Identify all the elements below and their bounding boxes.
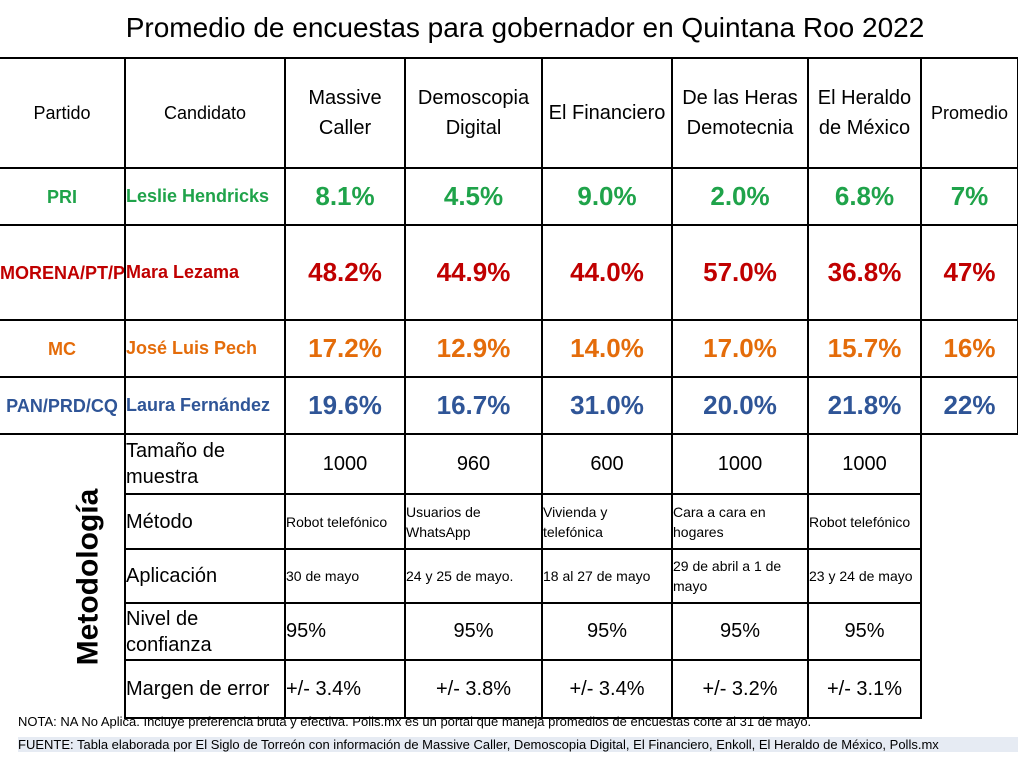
methodology-row-label: Nivel de confianza <box>124 602 286 661</box>
party-cell: PRI <box>0 167 126 226</box>
header-cell: De las Heras Demotecnia <box>671 57 809 169</box>
methodology-value: Robot telefónico <box>284 493 406 550</box>
methodology-row: Metodología Tamaño de muestra 1000 960 600 10… <box>0 433 1018 718</box>
poll-value: 14.0% <box>541 319 673 378</box>
methodology-value: 1000 <box>284 433 406 495</box>
poll-value: 6.8% <box>807 167 922 226</box>
candidate-cell: Laura Fernández <box>124 376 286 435</box>
poll-value: 31.0% <box>541 376 673 435</box>
poll-value: 21.8% <box>807 376 922 435</box>
methodology-value: 960 <box>404 433 543 495</box>
methodology-value: Robot telefónico <box>807 493 922 550</box>
header-cell: Candidato <box>124 57 286 169</box>
methodology-value: 29 de abril a 1 de mayo <box>671 548 809 604</box>
methodology-label-cell: Metodología <box>0 433 126 718</box>
methodology-row: Nivel de confianza 95% 95% 95% 95% 95% <box>0 602 1018 661</box>
poll-value: 2.0% <box>671 167 809 226</box>
methodology-row-label: Tamaño de muestra <box>124 433 286 495</box>
methodology-value: +/- 3.4% <box>541 659 673 719</box>
methodology-value: 18 al 27 de mayo <box>541 548 673 604</box>
methodology-value: Cara a cara en hogares <box>671 493 809 550</box>
poll-value: 57.0% <box>671 224 809 321</box>
methodology-value: 95% <box>541 602 673 661</box>
party-cell: MC <box>0 319 126 378</box>
methodology-value: 95% <box>807 602 922 661</box>
header-cell: Massive Caller <box>284 57 406 169</box>
poll-value: 15.7% <box>807 319 922 378</box>
methodology-value: Vivienda y telefónica <box>541 493 673 550</box>
methodology-value: 95% <box>404 602 543 661</box>
methodology-label: Metodología <box>71 488 105 665</box>
methodology-value: 1000 <box>671 433 809 495</box>
methodology-value: Usuarios de WhatsApp <box>404 493 543 550</box>
header-cell: Promedio <box>920 57 1018 169</box>
party-cell: PAN/PRD/CQ <box>0 376 126 435</box>
methodology-row: Margen de error +/- 3.4% +/- 3.8% +/- 3.4% +… <box>0 659 1018 719</box>
methodology-value: 24 y 25 de mayo. <box>404 548 543 604</box>
candidate-row: MC José Luis Pech 17.2% 12.9% 14.0% 17.0% 15.7… <box>0 319 1018 378</box>
average-value: 7% <box>920 167 1018 226</box>
average-value: 16% <box>920 319 1018 378</box>
candidate-row: MORENA/PT/PVEMMara Lezama48.2%44.9%44.0%… <box>0 224 1018 321</box>
source-text: FUENTE: Tabla elaborada por El Siglo de … <box>18 737 1018 752</box>
methodology-row-label: Método <box>124 493 286 550</box>
poll-value: 19.6% <box>284 376 406 435</box>
note-text: NOTA: NA No Aplica. Incluye preferencia … <box>18 714 812 729</box>
poll-value: 20.0% <box>671 376 809 435</box>
poll-value: 44.0% <box>541 224 673 321</box>
poll-value: 9.0% <box>541 167 673 226</box>
poll-value: 36.8% <box>807 224 922 321</box>
party-cell: MORENA/PT/PVEM <box>0 224 126 321</box>
candidate-row: PAN/PRD/CQ Laura Fernández 19.6% 16.7% 31.0%… <box>0 376 1018 435</box>
methodology-row-label: Margen de error <box>124 659 286 719</box>
empty-cell <box>920 433 1018 718</box>
average-value: 47% <box>920 224 1018 321</box>
candidate-cell: Leslie Hendricks <box>124 167 286 226</box>
candidate-cell: José Luis Pech <box>124 319 286 378</box>
methodology-value: +/- 3.2% <box>671 659 809 719</box>
methodology-row: Método Robot telefónico Usuarios de WhatsA… <box>0 493 1018 550</box>
poll-value: 44.9% <box>404 224 543 321</box>
page-title: Promedio de encuestas para gobernador en… <box>125 12 925 43</box>
header-cell: Partido <box>0 57 126 169</box>
methodology-value: +/- 3.4% <box>284 659 406 719</box>
methodology-value: 600 <box>541 433 673 495</box>
methodology-value: 30 de mayo <box>284 548 406 604</box>
polls-table: Partido Candidato Massive Caller Demosco… <box>0 57 1018 719</box>
poll-value: 17.2% <box>284 319 406 378</box>
header-row: Partido Candidato Massive Caller Demosco… <box>0 57 1018 169</box>
poll-value: 16.7% <box>404 376 543 435</box>
methodology-row: Aplicación 30 de mayo 24 y 25 de mayo. 18 a… <box>0 548 1018 604</box>
methodology-row-label: Aplicación <box>124 548 286 604</box>
methodology-value: 1000 <box>807 433 922 495</box>
poll-value: 4.5% <box>404 167 543 226</box>
poll-value: 17.0% <box>671 319 809 378</box>
poll-value: 8.1% <box>284 167 406 226</box>
header-cell: Demoscopia Digital <box>404 57 543 169</box>
methodology-value: +/- 3.1% <box>807 659 922 719</box>
candidate-cell: Mara Lezama <box>124 224 286 321</box>
methodology-value: 95% <box>671 602 809 661</box>
average-value: 22% <box>920 376 1018 435</box>
methodology-value: 23 y 24 de mayo <box>807 548 922 604</box>
header-cell: El Financiero <box>541 57 673 169</box>
methodology-value: +/- 3.8% <box>404 659 543 719</box>
header-cell: El Heraldo de México <box>807 57 922 169</box>
poll-value: 12.9% <box>404 319 543 378</box>
poll-value: 48.2% <box>284 224 406 321</box>
candidate-row: PRI Leslie Hendricks 8.1% 4.5% 9.0% 2.0% 6.8% 7… <box>0 167 1018 226</box>
methodology-value: 95% <box>284 602 406 661</box>
